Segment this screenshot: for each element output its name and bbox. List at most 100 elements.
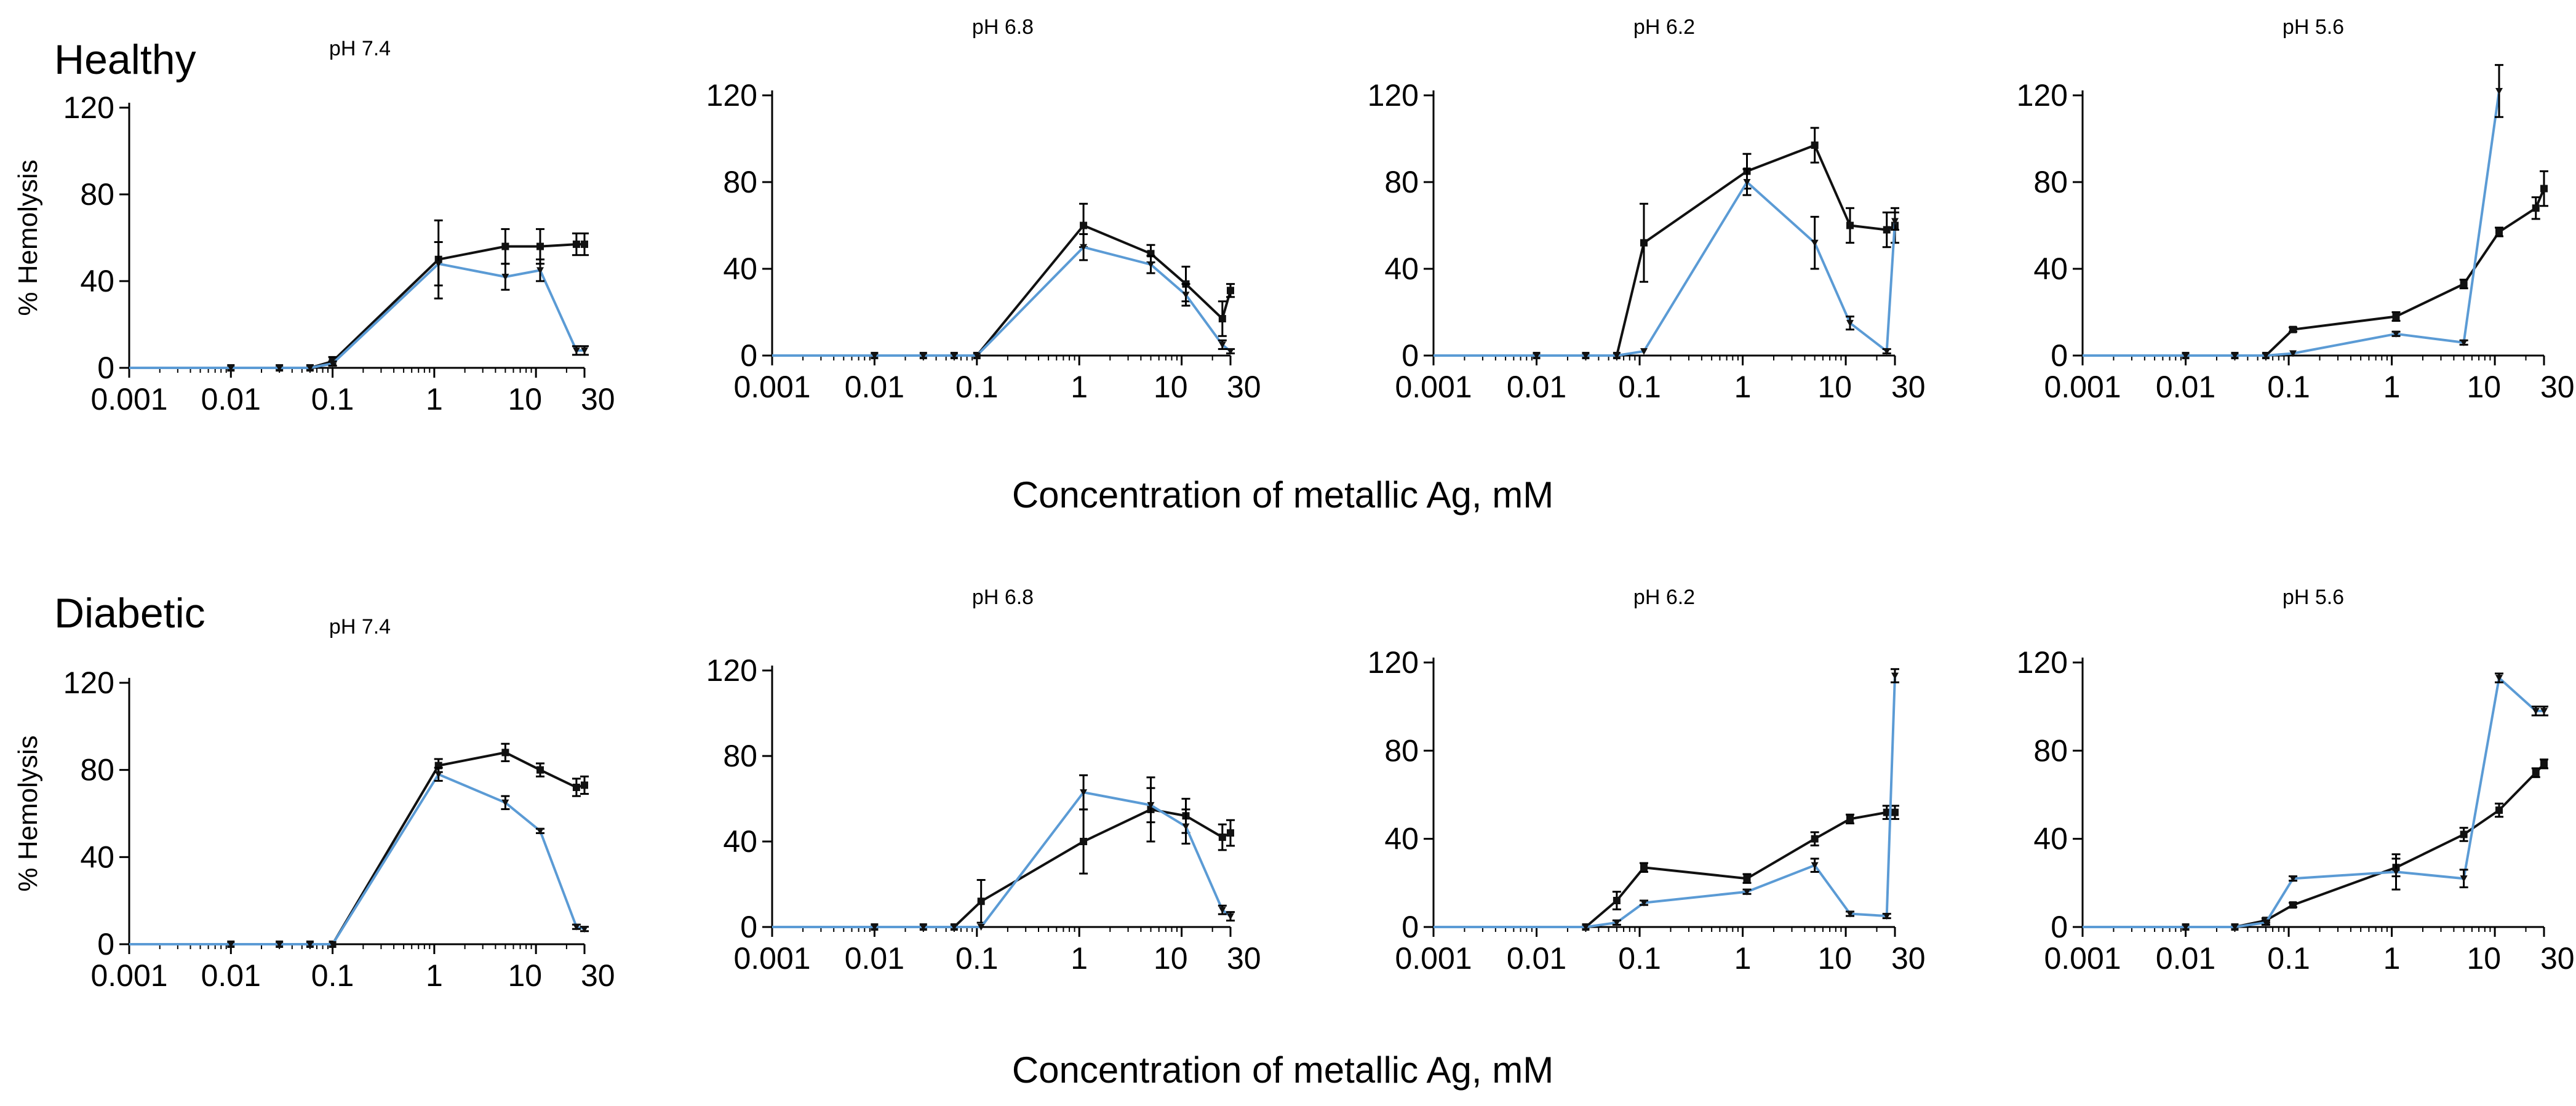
x-tick-label: 0.1	[955, 370, 999, 404]
data-point-black	[977, 897, 985, 905]
y-tick-label: 40	[80, 840, 114, 874]
data-point-black	[1080, 221, 1088, 229]
y-tick-label: 80	[2033, 733, 2068, 768]
x-tick-label: 0.1	[311, 382, 354, 416]
data-point-blue	[1743, 888, 1751, 896]
x-tick-label: 10	[508, 958, 543, 993]
data-point-black	[1613, 897, 1621, 904]
y-tick-label: 80	[723, 739, 757, 773]
data-point-blue	[871, 924, 879, 931]
data-point-black	[572, 784, 580, 791]
data-point-black	[2460, 830, 2468, 838]
data-point-blue	[2460, 875, 2468, 883]
data-point-blue	[581, 926, 588, 933]
data-point-blue	[227, 365, 235, 372]
data-point-blue	[227, 941, 235, 948]
x-tick-label: 0.1	[311, 958, 354, 993]
y-tick-label: 120	[63, 90, 114, 125]
x-tick-label: 0.001	[1395, 941, 1472, 976]
data-point-blue	[1080, 244, 1088, 251]
data-point-blue	[2182, 352, 2190, 359]
data-point-blue	[1613, 919, 1621, 926]
data-point-black	[1218, 315, 1226, 323]
data-point-blue	[2392, 869, 2400, 876]
data-point-black	[2392, 312, 2400, 320]
data-point-black	[501, 749, 509, 757]
x-tick-label: 10	[1817, 370, 1852, 404]
data-point-blue	[2495, 675, 2503, 682]
x-tick-label: 0.01	[845, 370, 904, 404]
x-tick-label: 30	[1227, 941, 1261, 976]
series-line-blue	[2083, 90, 2500, 357]
data-point-blue	[1640, 899, 1648, 907]
x-tick-label: 1	[2383, 941, 2401, 976]
y-tick-label: 80	[1384, 733, 1419, 768]
x-tick-label: 30	[1227, 370, 1261, 404]
y-tick-label: 40	[1384, 252, 1419, 286]
data-point-blue	[919, 924, 927, 931]
y-tick-label: 120	[2017, 78, 2068, 113]
data-point-black	[2460, 280, 2468, 288]
data-point-blue	[434, 771, 442, 778]
group-label-healthy: Healthy	[54, 36, 196, 83]
data-point-blue	[501, 799, 509, 806]
data-point-blue	[306, 365, 314, 372]
data-point-black	[2289, 325, 2297, 333]
chart-panel: pH 6.2 0 40 80 120 0.001 0.01 0.1 1 10 30	[1368, 15, 1926, 404]
y-tick-label: 80	[80, 753, 114, 787]
y-tick-label: 0	[97, 927, 114, 961]
y-tick-label: 80	[1384, 165, 1419, 199]
y-tick-label: 0	[1402, 338, 1419, 373]
data-point-blue	[434, 260, 442, 268]
data-point-black	[536, 766, 544, 774]
data-point-black	[2540, 760, 2548, 768]
data-point-blue	[1582, 924, 1590, 931]
data-point-blue	[536, 827, 544, 835]
data-point-blue	[581, 347, 588, 354]
data-point-blue	[1743, 179, 1751, 186]
chart-panel: pH 6.8 0 40 80 120 0.001 0.01 0.1 1 10 30	[706, 586, 1261, 976]
data-point-black	[572, 241, 580, 249]
data-point-blue	[1147, 802, 1155, 809]
data-point-blue	[919, 352, 927, 359]
x-tick-label: 0.01	[2156, 941, 2215, 976]
x-tick-label: 1	[1734, 941, 1752, 976]
x-tick-label: 10	[1154, 941, 1188, 976]
y-tick-label: 0	[1402, 910, 1419, 944]
data-point-blue	[1218, 341, 1226, 349]
data-point-blue	[1582, 352, 1590, 359]
data-point-blue	[1227, 348, 1234, 355]
y-tick-label: 80	[80, 177, 114, 212]
x-tick-label: 0.1	[2267, 941, 2310, 976]
data-point-black	[1640, 239, 1648, 247]
data-point-black	[1846, 815, 1854, 823]
data-point-blue	[1846, 910, 1854, 918]
data-point-blue	[2495, 87, 2503, 95]
data-point-blue	[1811, 862, 1819, 869]
x-tick-label: 1	[2383, 370, 2401, 404]
x-tick-label: 1	[426, 958, 443, 993]
data-point-blue	[2289, 350, 2297, 357]
data-point-blue	[2289, 875, 2297, 883]
data-point-blue	[2262, 352, 2270, 359]
y-axis-label: % Hemolysis	[13, 735, 43, 891]
data-point-blue	[1613, 352, 1621, 359]
series-line-blue	[1434, 181, 1896, 357]
x-tick-label: 0.001	[90, 382, 167, 416]
y-tick-label: 40	[2033, 822, 2068, 856]
y-tick-label: 40	[723, 252, 757, 286]
data-point-blue	[329, 360, 337, 367]
x-axis-label-diabetic: Concentration of metallic Ag, mM	[1012, 1049, 1553, 1091]
y-tick-label: 80	[2033, 165, 2068, 199]
data-point-blue	[572, 347, 580, 354]
data-point-blue	[329, 941, 337, 948]
x-tick-label: 0.1	[1618, 941, 1661, 976]
panel-title: pH 7.4	[329, 615, 391, 639]
data-point-black	[1227, 287, 1234, 295]
chart-panel: pH 6.8 0 40 80 120 0.001 0.01 0.1 1 10 30	[706, 15, 1261, 404]
data-point-black	[2495, 228, 2503, 236]
series-line-blue	[772, 245, 1232, 357]
x-tick-label: 30	[1891, 370, 1926, 404]
panel-title: pH 5.6	[2283, 15, 2344, 39]
x-tick-label: 1	[1071, 941, 1088, 976]
